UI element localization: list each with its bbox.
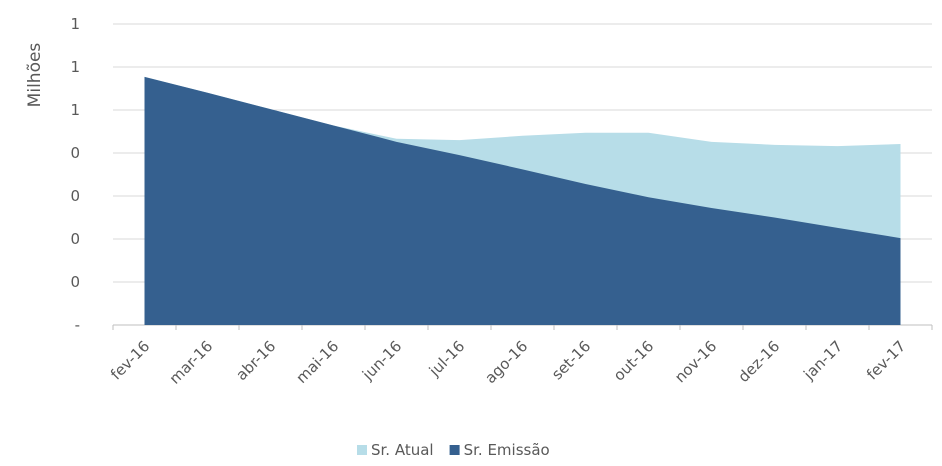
area — [144, 76, 901, 325]
x-tick-label: jul-16 — [425, 337, 468, 380]
x-tick-label: fev-17 — [863, 337, 909, 383]
y-tick-label: 0 — [70, 273, 80, 291]
x-tick-label: abr-16 — [232, 337, 279, 384]
y-tick-label: 0 — [70, 230, 80, 248]
y-tick-label: 0 — [70, 144, 80, 162]
x-tick-label: set-16 — [548, 337, 594, 383]
y-tick-label: 0 — [70, 187, 80, 205]
legend-swatch — [357, 445, 367, 455]
y-axis-title: Milhões — [25, 43, 45, 108]
x-tick-label: dez-16 — [734, 337, 783, 386]
y-tick-label: 1 — [70, 101, 80, 119]
y-tick-label: - — [75, 316, 80, 334]
x-tick-label: jun-16 — [358, 337, 405, 384]
y-tick-label: 1 — [70, 15, 80, 33]
x-tick-label: out-16 — [610, 337, 657, 384]
legend-label: Sr. Emissão — [464, 441, 550, 459]
x-tick-label: fev-16 — [107, 337, 153, 383]
y-tick-label: 1 — [70, 58, 80, 76]
x-tick-label: mar-16 — [166, 337, 217, 388]
x-tick-label: jan-17 — [799, 337, 846, 384]
x-tick-label: nov-16 — [671, 337, 720, 386]
legend-swatch — [449, 445, 460, 455]
x-tick-label: mai-16 — [292, 337, 342, 387]
x-tick-label: ago-16 — [481, 337, 531, 387]
legend-label: Sr. Atual — [371, 441, 434, 459]
